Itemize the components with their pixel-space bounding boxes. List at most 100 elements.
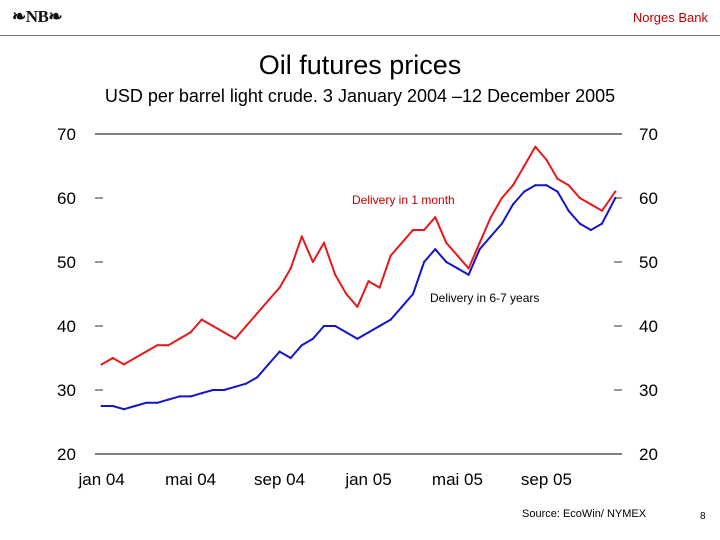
data-point-2	[467, 273, 470, 276]
y-tick-label-right: 40	[639, 317, 658, 336]
data-point-2	[167, 398, 170, 401]
data-point-1	[233, 337, 237, 340]
data-point-2	[389, 318, 392, 321]
data-point-2	[111, 404, 114, 408]
y-tick-label-right: 60	[639, 189, 658, 208]
data-point-2	[100, 404, 103, 408]
data-point-1	[133, 356, 137, 360]
data-point-1	[545, 158, 548, 161]
data-point-1	[511, 184, 515, 187]
data-point-2	[478, 248, 481, 251]
data-point-2	[400, 305, 403, 308]
data-point-1	[311, 260, 315, 264]
data-point-2	[523, 190, 526, 193]
data-point-1	[400, 241, 403, 244]
x-tick-label: jan 04	[78, 470, 125, 489]
data-point-1	[322, 241, 326, 244]
data-point-1	[556, 177, 559, 180]
y-tick-label-right: 50	[639, 253, 658, 272]
data-point-2	[511, 203, 515, 206]
x-tick-label: sep 05	[521, 470, 572, 489]
data-point-1	[145, 350, 148, 353]
data-point-1	[467, 267, 470, 270]
data-point-1	[156, 344, 159, 347]
data-point-1	[422, 228, 426, 232]
data-point-1	[578, 196, 581, 200]
data-point-2	[534, 184, 537, 187]
data-point-2	[256, 376, 259, 379]
data-point-2	[378, 324, 381, 328]
norges-bank-logo: ❧NB❧	[12, 7, 63, 26]
data-point-2	[578, 222, 581, 225]
data-point-2	[245, 382, 248, 385]
x-tick-label: mai 05	[432, 470, 483, 489]
data-point-1	[534, 145, 537, 148]
data-point-1	[300, 235, 303, 238]
data-point-1	[256, 312, 259, 315]
data-point-2	[145, 401, 148, 404]
header-divider	[0, 35, 720, 36]
data-point-1	[389, 254, 392, 257]
series-annotation-1: Delivery in 1 month	[352, 193, 455, 207]
data-point-2	[122, 408, 126, 411]
data-point-2	[545, 184, 548, 187]
data-point-1	[445, 241, 448, 244]
data-point-1	[122, 363, 126, 366]
data-point-1	[378, 286, 381, 289]
y-tick-label-right: 20	[639, 445, 658, 464]
data-point-2	[334, 324, 337, 328]
series-line-1	[101, 145, 617, 366]
y-tick-label-left: 20	[57, 445, 76, 464]
data-point-2	[178, 395, 181, 398]
data-point-1	[200, 318, 203, 321]
data-point-2	[614, 196, 617, 200]
data-point-2	[489, 235, 492, 238]
data-point-1	[167, 344, 170, 347]
data-point-2	[156, 401, 159, 404]
data-point-1	[411, 228, 415, 232]
data-point-1	[367, 280, 370, 283]
data-point-1	[289, 267, 292, 270]
data-point-1	[614, 190, 617, 193]
y-tick-label-left: 60	[57, 189, 76, 208]
data-point-1	[500, 196, 504, 200]
data-point-1	[211, 324, 214, 328]
data-point-1	[478, 241, 481, 244]
y-tick-label-right: 30	[639, 381, 658, 400]
data-point-1	[600, 209, 604, 212]
data-point-2	[367, 331, 370, 334]
y-tick-label-left: 70	[57, 125, 76, 144]
data-point-2	[556, 190, 559, 193]
data-point-2	[289, 356, 292, 360]
data-point-2	[345, 331, 348, 334]
data-point-2	[600, 222, 604, 225]
y-tick-label-left: 50	[57, 253, 76, 272]
data-point-2	[300, 344, 303, 347]
data-point-2	[189, 395, 192, 398]
y-tick-label-left: 30	[57, 381, 76, 400]
data-point-1	[456, 254, 459, 257]
source-note: Source: EcoWin/ NYMEX	[522, 508, 647, 520]
data-point-2	[356, 337, 359, 340]
data-point-2	[422, 260, 426, 264]
data-point-1	[523, 164, 526, 168]
data-point-2	[322, 324, 326, 328]
data-point-1	[245, 324, 248, 328]
data-point-2	[278, 350, 281, 353]
data-point-1	[334, 273, 337, 276]
data-point-1	[356, 305, 359, 308]
data-point-2	[589, 228, 592, 232]
page-number: 8	[700, 511, 706, 522]
data-point-2	[456, 267, 459, 270]
data-point-1	[589, 203, 592, 206]
data-point-2	[233, 385, 237, 388]
x-tick-label: mai 04	[165, 470, 216, 489]
series-annotation-2: Delivery in 6-7 years	[430, 291, 539, 305]
data-point-2	[200, 392, 203, 395]
x-tick-label: sep 04	[254, 470, 305, 489]
data-point-1	[345, 292, 348, 296]
data-point-1	[278, 286, 281, 289]
y-tick-label-left: 40	[57, 317, 76, 336]
data-point-1	[189, 331, 192, 334]
